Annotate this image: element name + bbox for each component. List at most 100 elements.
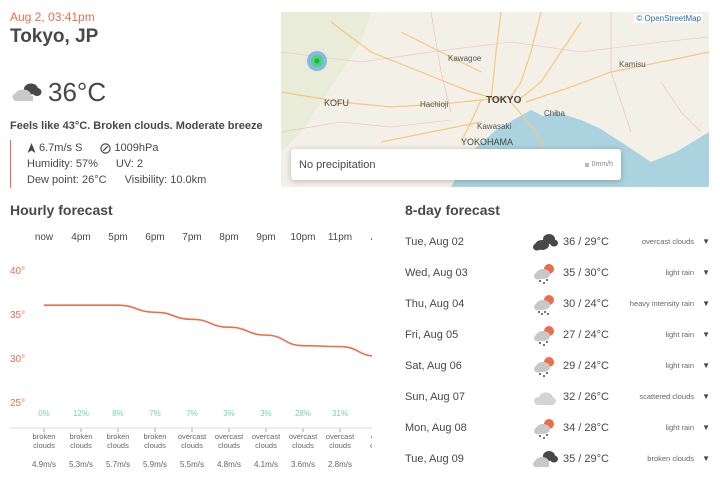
chevron-down-icon[interactable]: ▼ [702, 268, 710, 277]
day-temps: 35 / 29°C [563, 452, 609, 465]
precip-probability: 8% [112, 409, 124, 418]
daily-forecast-list: Tue, Aug 02 36 / 29°C overcast clouds ▼ Wed,… [405, 226, 710, 474]
map-attribution[interactable]: © OpenStreetMap [634, 14, 703, 23]
map-canvas[interactable] [281, 12, 709, 187]
day-name: Tue, Aug 09 [405, 452, 464, 465]
day-name: Sun, Aug 07 [405, 390, 465, 403]
scattered-clouds-icon [534, 392, 556, 405]
precipitation-unit: 0mm/h [591, 161, 613, 168]
precipitation-card: No precipitation 0mm/h [291, 149, 621, 180]
precip-probability: 3% [223, 409, 235, 418]
day-icon-wrap [531, 448, 559, 470]
light-rain-icon [534, 325, 554, 346]
daily-row[interactable]: Fri, Aug 05 27 / 24°C light rain ▼ [405, 319, 710, 350]
hour-wind: 5.5m/s [180, 460, 204, 469]
hour-description: overcast [215, 432, 244, 441]
hour-wind: 3.6m/s [291, 460, 315, 469]
precipitation-legend: 0mm/h [584, 161, 613, 168]
hourly-forecast-chart[interactable]: 40° 35° 30° 25° now 0% broken clouds 4.9m/s 4pm 12… [10, 226, 372, 478]
day-temps: 30 / 24°C [563, 297, 609, 310]
chevron-down-icon[interactable]: ▼ [702, 330, 710, 339]
day-description: overcast clouds [641, 237, 694, 246]
map-label-kawasaki: Kawasaki [477, 122, 512, 131]
wind-info: 6.7m/s S [27, 140, 82, 156]
day-description: light rain [665, 361, 694, 370]
hour-description: broken [70, 432, 93, 441]
humidity-value: Humidity: 57% [27, 158, 98, 170]
precip-probability: 7% [149, 409, 161, 418]
chevron-down-icon[interactable]: ▼ [702, 423, 710, 432]
precipitation-text: No precipitation [299, 158, 376, 171]
map-label-tokyo: TOKYO [486, 95, 522, 106]
dew-point-value: Dew point: 26°C [27, 174, 107, 186]
hour-label: 10pm [290, 232, 315, 243]
precip-probability: 12% [73, 409, 89, 418]
day-icon-wrap [531, 355, 559, 377]
day-temps: 34 / 28°C [563, 421, 609, 434]
map-label-kawagoe: Kawagoe [448, 54, 482, 63]
daily-row[interactable]: Thu, Aug 04 30 / 24°C heavy intensity rain… [405, 288, 710, 319]
daily-row[interactable]: Tue, Aug 02 36 / 29°C overcast clouds ▼ [405, 226, 710, 257]
current-temperature: 36°C [48, 76, 107, 107]
precip-probability: 0% [38, 409, 50, 418]
temperature-line [44, 304, 372, 357]
hour-description: clouds [292, 441, 314, 450]
y-tick-label: 40° [10, 266, 25, 277]
hour-description: clouds [107, 441, 129, 450]
hour-wind: 4.9m/s [32, 460, 56, 469]
hour-description: clouds [70, 441, 92, 450]
chevron-down-icon[interactable]: ▼ [702, 237, 710, 246]
hour-description: broken [33, 432, 56, 441]
day-temps: 32 / 26°C [563, 390, 609, 403]
pressure-value: 1009hPa [114, 142, 159, 154]
hour-label: 7pm [182, 232, 201, 243]
precip-probability: 3% [260, 409, 272, 418]
hour-wind: 4.1m/s [254, 460, 278, 469]
hour-label: 9pm [256, 232, 275, 243]
light-rain-icon [534, 418, 554, 439]
hour-description: clou [370, 441, 372, 450]
map-label-hachioji: Hachioji [420, 100, 449, 109]
hour-wind: 5.9m/s [143, 460, 167, 469]
visibility-value: Visibility: 10.0km [124, 174, 207, 186]
weather-summary: Feels like 43°C. Broken clouds. Moderate… [10, 120, 263, 132]
current-datetime: Aug 2, 03:41pm [10, 10, 95, 24]
weather-details: 6.7m/s S 1009hPa Humidity: 57% UV: 2 Dew… [10, 140, 272, 188]
pressure-info: 1009hPa [100, 140, 158, 156]
hourly-chart-svg[interactable]: 40°35°30°25°now0%brokenclouds4.9m/s4pm12… [10, 226, 372, 478]
day-temps: 27 / 24°C [563, 328, 609, 341]
day-icon-wrap [531, 231, 559, 253]
day-name: Sat, Aug 06 [405, 359, 462, 372]
day-description: light rain [665, 330, 694, 339]
chevron-down-icon[interactable]: ▼ [702, 299, 710, 308]
day-name: Thu, Aug 04 [405, 297, 465, 310]
map-label-yokohama: YOKOHAMA [461, 137, 514, 147]
chevron-down-icon[interactable]: ▼ [702, 361, 710, 370]
daily-row[interactable]: Tue, Aug 09 35 / 29°C broken clouds ▼ [405, 443, 710, 474]
chevron-down-icon[interactable]: ▼ [702, 454, 710, 463]
broken-clouds-icon [12, 83, 42, 101]
day-icon-wrap [531, 293, 559, 315]
hour-label: 8pm [219, 232, 238, 243]
precipitation-map[interactable]: © OpenStreetMap Kawagoe Kamisu KOFU Hach… [281, 12, 709, 187]
daily-forecast-title: 8-day forecast [405, 202, 500, 218]
map-label-kamisu: Kamisu [619, 60, 646, 69]
daily-row[interactable]: Mon, Aug 08 34 / 28°C light rain ▼ [405, 412, 710, 443]
precip-probability: 28% [295, 409, 311, 418]
day-description: broken clouds [647, 454, 694, 463]
legend-swatch [584, 162, 589, 167]
day-name: Mon, Aug 08 [405, 421, 467, 434]
daily-row[interactable]: Sat, Aug 06 29 / 24°C light rain ▼ [405, 350, 710, 381]
hour-label: Au [371, 232, 372, 243]
chevron-down-icon[interactable]: ▼ [702, 392, 710, 401]
heavy-rain-icon [534, 294, 554, 315]
day-temps: 36 / 29°C [563, 235, 609, 248]
day-temps: 35 / 30°C [563, 266, 609, 279]
hour-label: 4pm [71, 232, 90, 243]
daily-row[interactable]: Wed, Aug 03 35 / 30°C light rain ▼ [405, 257, 710, 288]
hour-label: 11pm [328, 232, 352, 243]
day-description: light rain [665, 268, 694, 277]
day-description: scattered clouds [639, 392, 694, 401]
hour-label: 6pm [145, 232, 164, 243]
daily-row[interactable]: Sun, Aug 07 32 / 26°C scattered clouds ▼ [405, 381, 710, 412]
